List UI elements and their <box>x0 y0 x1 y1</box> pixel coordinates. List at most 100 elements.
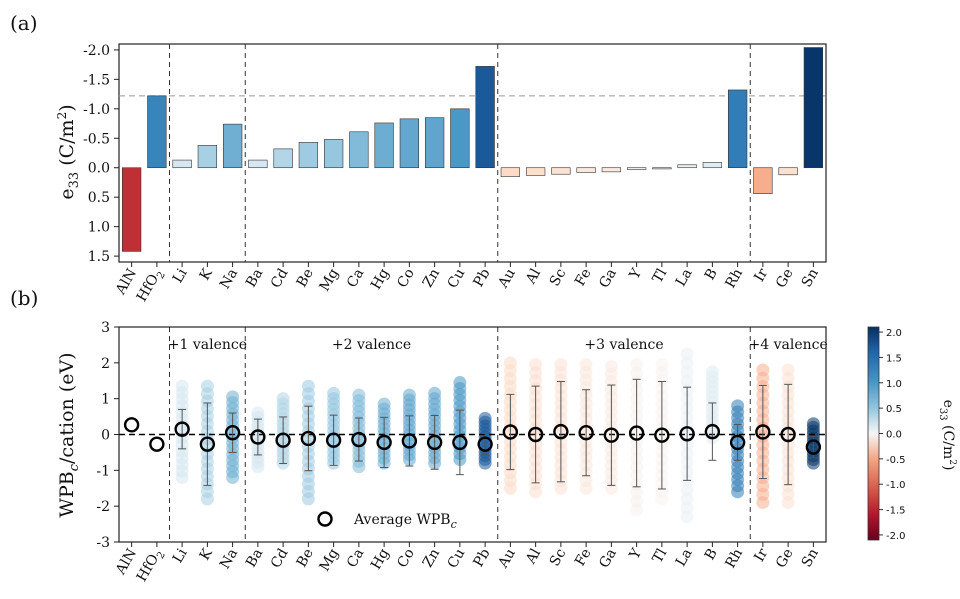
x-tick-label-Sn: Sn <box>799 266 822 290</box>
x-tick-label-Cu: Cu <box>445 546 469 571</box>
x-tick-label-Au: Au <box>495 266 519 291</box>
average-marker-Cu <box>452 434 468 451</box>
group-label: +3 valence <box>584 337 663 353</box>
x-tick-label-Li: Li <box>170 266 191 286</box>
data-point-Y <box>630 358 644 372</box>
colorbar-tick-label: -0.5 <box>886 455 906 466</box>
data-point-Ca <box>352 388 366 402</box>
average-marker-Ca <box>351 431 367 448</box>
data-point-La <box>680 347 694 361</box>
average-marker-Mg <box>325 432 342 448</box>
data-point-Ir <box>756 363 770 377</box>
x-tick-label-Cd: Cd <box>268 546 292 571</box>
y-tick-label: 0.5 <box>88 190 110 206</box>
average-marker-HfO2 <box>149 436 165 452</box>
average-marker-Rh <box>729 434 746 451</box>
x-tick-label-B: B <box>702 266 721 283</box>
average-marker-Ir <box>755 424 771 440</box>
data-point-Sc <box>554 358 568 372</box>
x-tick-label-Co: Co <box>394 266 417 291</box>
average-marker-Zn <box>426 434 443 451</box>
bar-Fe <box>576 167 596 173</box>
data-point-Li <box>175 379 189 393</box>
bar-Cu <box>450 108 470 169</box>
x-tick-label-B: B <box>702 546 721 563</box>
panel-a-ylabel: e33 (C/m2) <box>55 104 82 199</box>
data-point-Ge <box>781 363 795 377</box>
colorbar-tick-label: -2.0 <box>886 531 906 542</box>
bar-Y <box>626 167 647 170</box>
bar-Co <box>399 118 420 169</box>
x-tick-label-La: La <box>673 266 696 289</box>
colorbar-tick-label: -1.0 <box>886 480 906 491</box>
data-point-Cu <box>453 376 467 390</box>
bar-HfO2 <box>147 95 167 169</box>
data-point-Na <box>226 390 240 404</box>
bar-Sc <box>551 167 571 175</box>
colorbar-tick-label: 2.0 <box>886 328 902 339</box>
average-marker-AlN <box>123 417 140 433</box>
data-point-La <box>680 374 694 388</box>
x-tick-label-Be: Be <box>294 546 317 570</box>
y-tick-label: -1.0 <box>83 102 110 118</box>
bar-Mg <box>323 139 344 169</box>
x-tick-label-Hg: Hg <box>368 266 392 292</box>
bar-Pb <box>475 66 495 169</box>
x-tick-label-Mg: Mg <box>317 546 343 574</box>
y-tick-label: -3 <box>96 535 110 551</box>
average-marker-Au <box>502 424 519 440</box>
bar-Rh <box>727 89 748 169</box>
x-tick-label-Rh: Rh <box>722 266 746 291</box>
y-tick-label: 0 <box>101 428 110 444</box>
bar-Tl <box>652 167 672 170</box>
bar-Ba <box>248 159 268 169</box>
data-point-La <box>680 492 694 506</box>
data-point-La <box>680 365 694 379</box>
average-marker-Co <box>401 433 418 449</box>
y-tick-label: 0.0 <box>88 161 110 177</box>
x-tick-label-Ga: Ga <box>596 546 620 571</box>
bar-B <box>702 162 723 169</box>
x-tick-label-Ge: Ge <box>773 266 797 291</box>
data-point-Hg <box>377 397 391 411</box>
plot-frame <box>118 43 827 263</box>
data-point-La <box>680 510 694 524</box>
average-marker-Fe <box>578 425 594 441</box>
data-point-Sn <box>806 417 820 431</box>
data-point-Rh <box>731 399 745 413</box>
x-tick-label-Sc: Sc <box>547 266 570 289</box>
data-point-Mg <box>327 386 341 400</box>
bar-Na <box>222 123 243 169</box>
data-point-Cd <box>276 392 290 406</box>
x-tick-label-Sc: Sc <box>547 546 570 569</box>
x-tick-label-Al: Al <box>522 546 544 568</box>
x-tick-label-Fe: Fe <box>572 266 594 289</box>
average-marker-Y <box>628 425 645 441</box>
x-tick-label-Ga: Ga <box>596 266 620 291</box>
average-marker-B <box>704 423 721 440</box>
group-label: +4 valence <box>749 337 828 353</box>
legend-marker <box>317 511 333 527</box>
data-point-La <box>680 483 694 497</box>
x-tick-label-HfO2: HfO2 <box>134 546 168 586</box>
colorbar-gradient <box>867 326 880 541</box>
data-point-Tl <box>655 358 669 372</box>
x-tick-label-Cd: Cd <box>268 266 292 291</box>
bar-AlN <box>121 167 142 252</box>
subscript: 2 <box>155 270 168 281</box>
x-tick-label-Rh: Rh <box>722 546 746 571</box>
y-tick-label: -1.5 <box>83 72 110 88</box>
colorbar-tick-label: 1.0 <box>886 379 902 390</box>
x-tick-label-Ir: Ir <box>751 546 771 565</box>
x-tick-label-Ge: Ge <box>773 546 797 571</box>
y-tick-label: 1.0 <box>88 220 110 236</box>
x-tick-label-Al: Al <box>522 266 544 288</box>
x-tick-label-Ba: Ba <box>243 266 266 290</box>
x-tick-label-Cu: Cu <box>445 266 469 291</box>
y-tick-label: 1 <box>101 392 110 408</box>
x-tick-label-Sn: Sn <box>799 546 822 570</box>
panel-b-label: (b) <box>10 286 38 310</box>
bar-Ge <box>778 167 798 176</box>
bar-Ca <box>349 131 369 169</box>
